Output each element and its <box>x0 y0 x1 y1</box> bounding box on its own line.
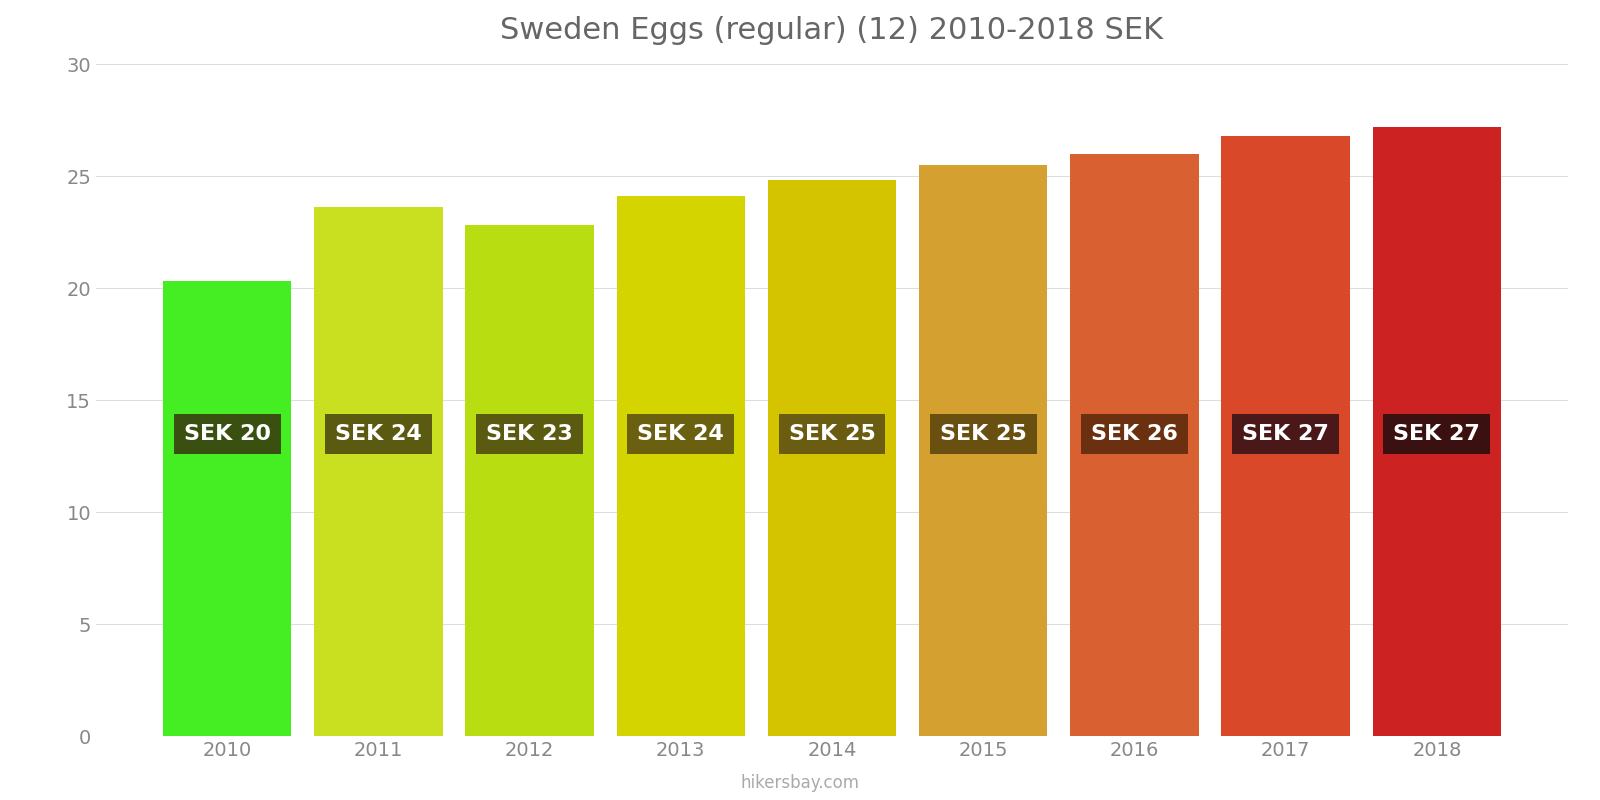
Text: SEK 27: SEK 27 <box>1242 424 1330 443</box>
Bar <box>314 207 443 736</box>
Text: SEK 24: SEK 24 <box>637 424 725 443</box>
Text: SEK 24: SEK 24 <box>334 424 422 443</box>
Text: hikersbay.com: hikersbay.com <box>741 774 859 792</box>
Title: Sweden Eggs (regular) (12) 2010-2018 SEK: Sweden Eggs (regular) (12) 2010-2018 SEK <box>501 16 1163 45</box>
Bar <box>616 196 746 736</box>
Text: SEK 27: SEK 27 <box>1394 424 1480 443</box>
Text: SEK 25: SEK 25 <box>939 424 1027 443</box>
Bar <box>918 165 1048 736</box>
Text: SEK 20: SEK 20 <box>184 424 270 443</box>
Text: SEK 26: SEK 26 <box>1091 424 1178 443</box>
Bar <box>466 226 594 736</box>
Bar <box>163 282 291 736</box>
Text: SEK 23: SEK 23 <box>486 424 573 443</box>
Bar <box>1221 136 1350 736</box>
Bar <box>1373 126 1501 736</box>
Bar <box>768 181 896 736</box>
Text: SEK 25: SEK 25 <box>789 424 875 443</box>
Bar <box>1070 154 1198 736</box>
